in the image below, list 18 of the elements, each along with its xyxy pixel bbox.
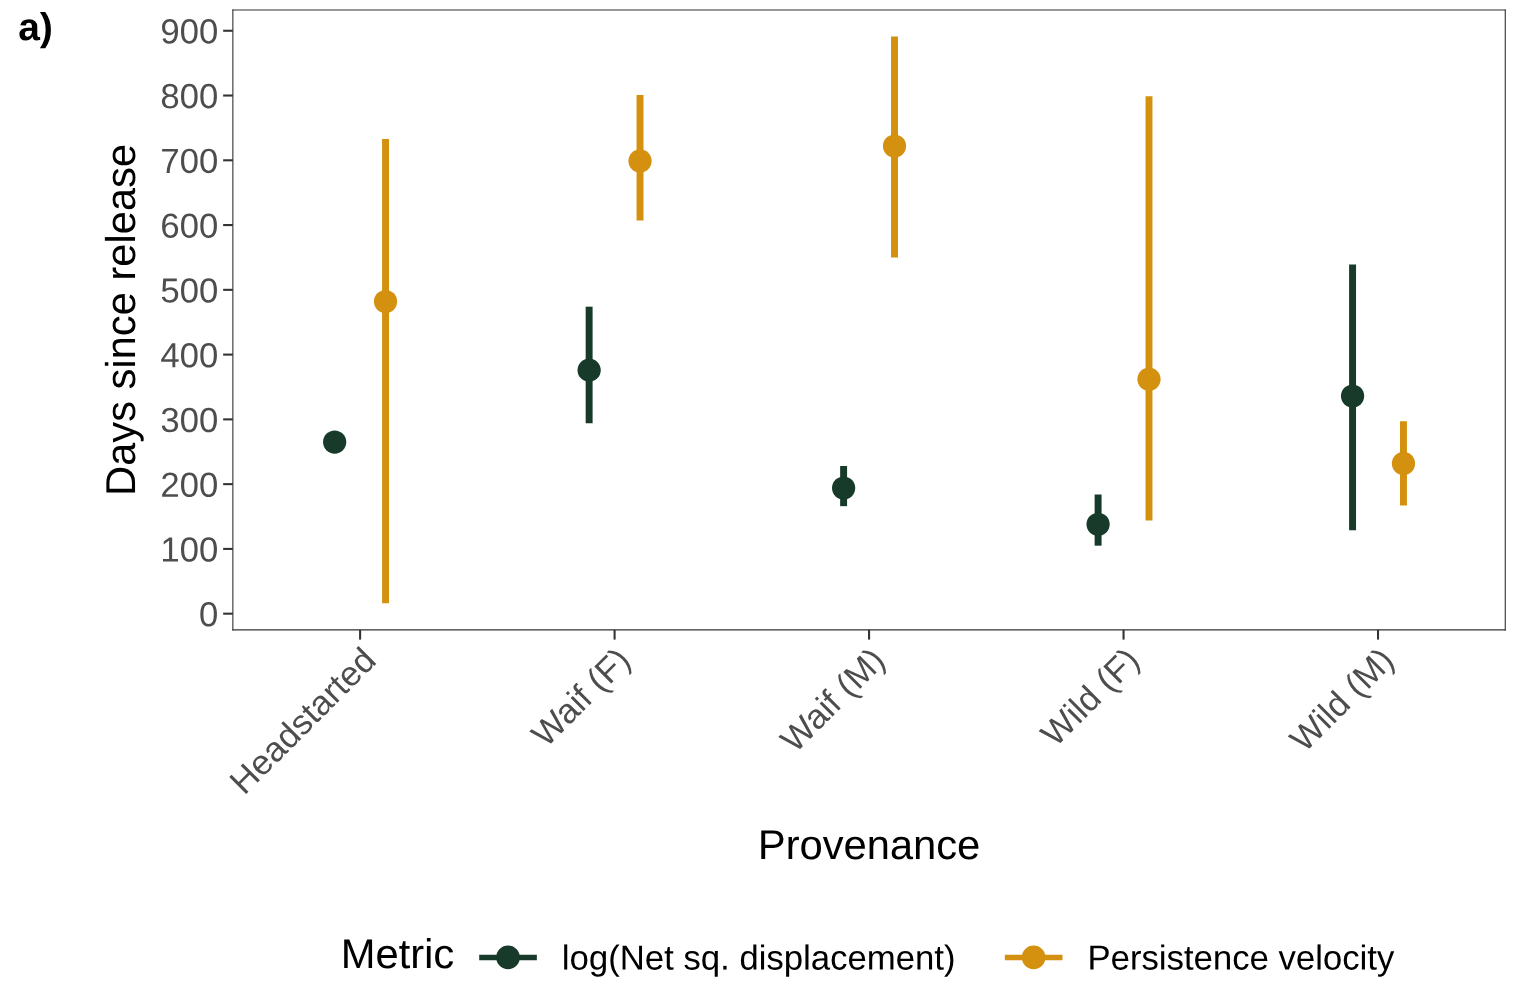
y-tick-label: 400 <box>161 342 217 368</box>
legend-label: log(Net sq. displacement) <box>564 944 954 977</box>
y-tick-label: 900 <box>161 19 217 44</box>
y-axis-title: Days since release <box>104 145 144 493</box>
y-tick-label: 200 <box>162 472 217 498</box>
y-tick-label: 100 <box>163 537 217 562</box>
x-tick-label: Wild (F) <box>1037 645 1145 754</box>
y-tick-label: 500 <box>161 278 217 303</box>
legend-label: Persistence velocity <box>1090 944 1395 977</box>
y-tick-label: 800 <box>161 83 217 109</box>
x-axis-title: Provenance <box>761 830 979 860</box>
y-tick-label: 300 <box>161 407 217 433</box>
y-tick-label: 700 <box>162 148 217 174</box>
y-tick-label: 0 <box>200 602 217 627</box>
x-tick-label: Wild (M) <box>1286 645 1400 759</box>
legend-title: Metric <box>344 937 454 969</box>
y-tick-label: 600 <box>162 213 217 238</box>
text: a) <box>19 11 51 49</box>
